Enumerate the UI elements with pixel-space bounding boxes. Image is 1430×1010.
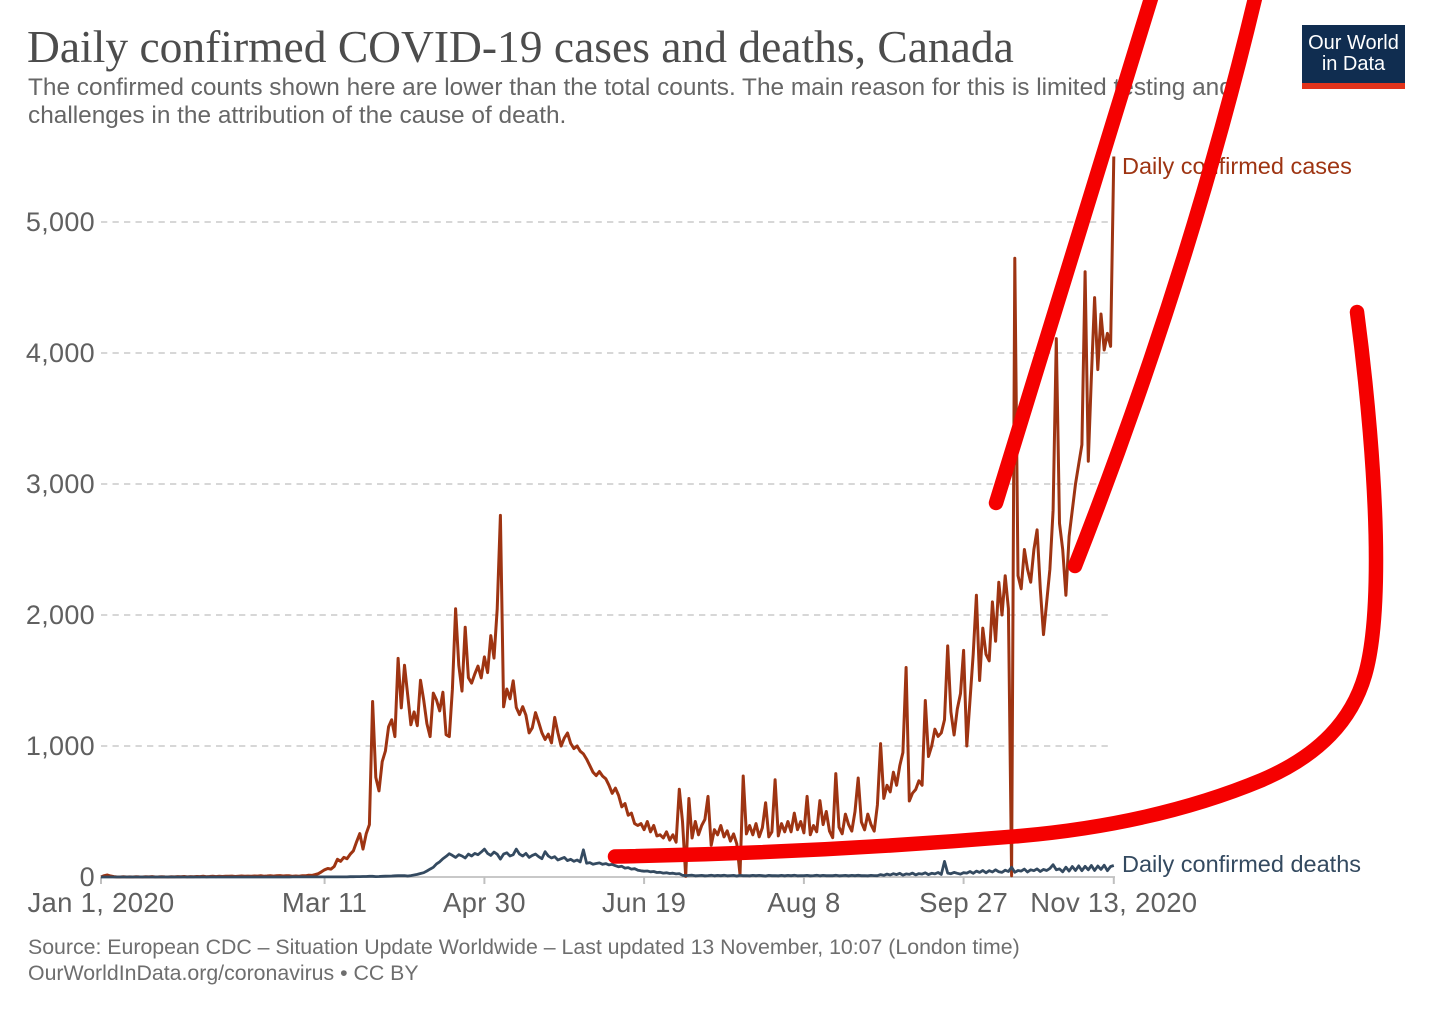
svg-text:Apr 30: Apr 30	[443, 887, 526, 918]
svg-text:Jan 1, 2020: Jan 1, 2020	[27, 887, 174, 918]
svg-text:4,000: 4,000	[26, 338, 95, 368]
svg-text:Sep 27: Sep 27	[919, 887, 1008, 918]
svg-text:Daily confirmed cases: Daily confirmed cases	[1122, 153, 1352, 179]
svg-text:Daily confirmed deaths: Daily confirmed deaths	[1122, 851, 1361, 877]
svg-text:5,000: 5,000	[26, 207, 95, 237]
svg-text:Aug 8: Aug 8	[767, 887, 840, 918]
svg-text:Mar 11: Mar 11	[282, 887, 367, 918]
svg-text:3,000: 3,000	[26, 469, 95, 499]
svg-text:Nov 13, 2020: Nov 13, 2020	[1030, 887, 1197, 918]
svg-text:2,000: 2,000	[26, 600, 95, 630]
svg-text:Jun 19: Jun 19	[602, 887, 686, 918]
svg-text:0: 0	[80, 862, 95, 892]
svg-text:1,000: 1,000	[26, 731, 95, 761]
